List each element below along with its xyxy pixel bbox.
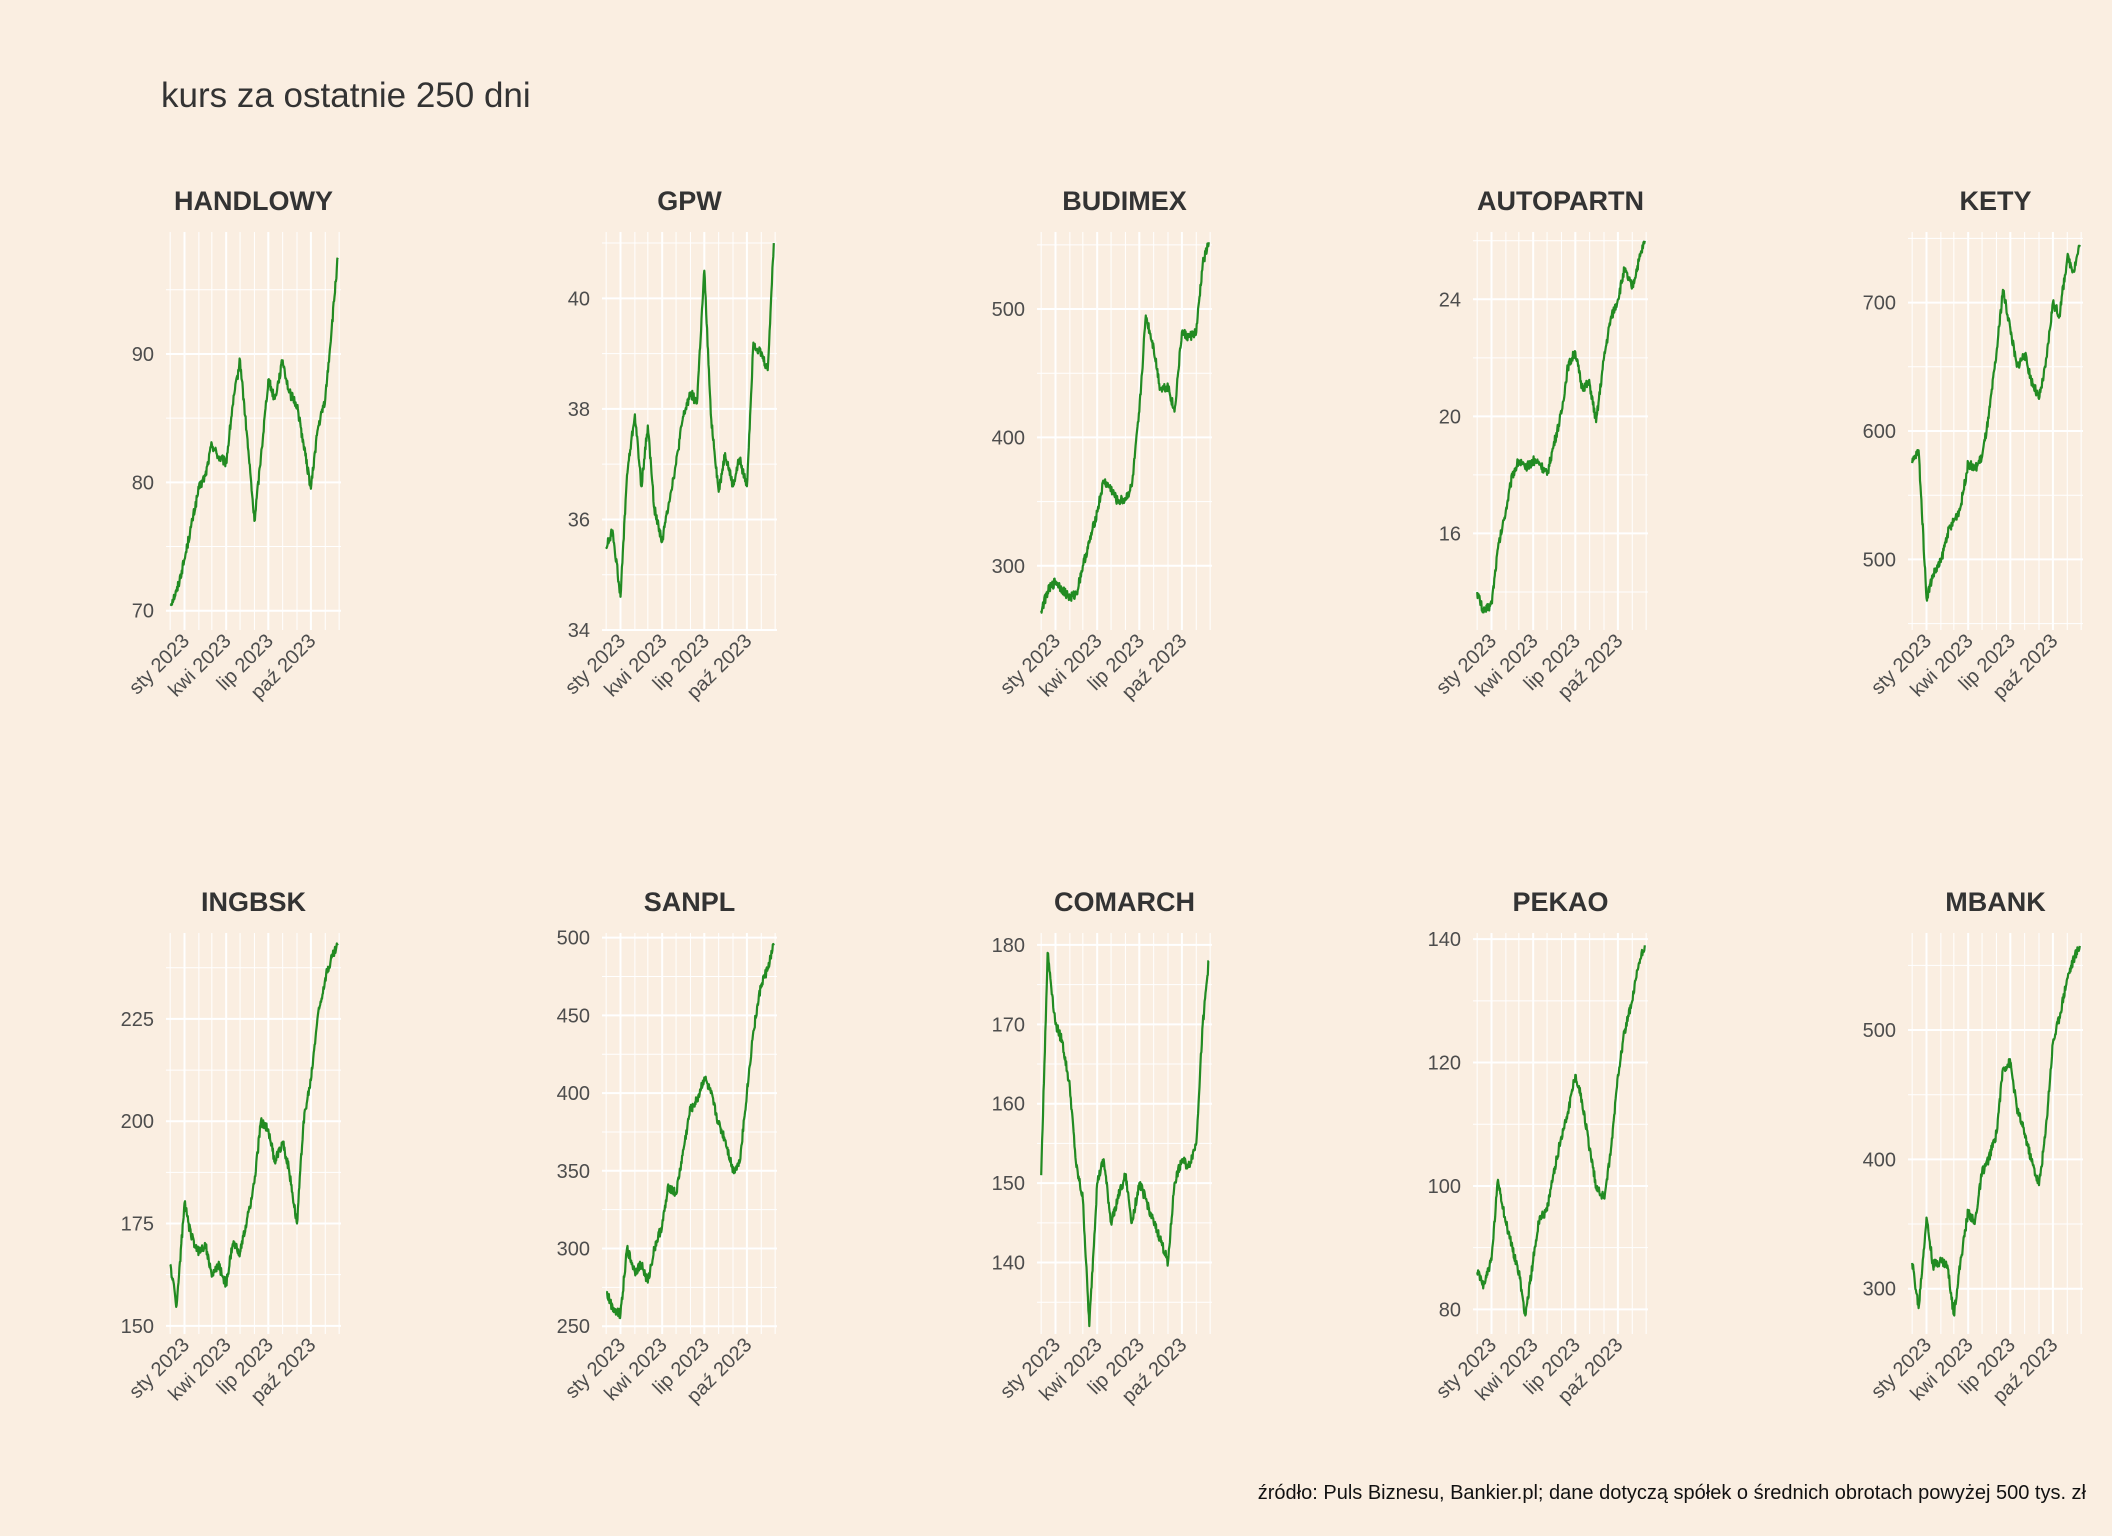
y-tick-label: 300: [557, 1239, 590, 1261]
series-line: [1476, 240, 1646, 614]
y-tick-label: 300: [992, 556, 1025, 578]
y-tick-label: 140: [1428, 929, 1461, 951]
y-tick-label: 24: [1439, 289, 1461, 311]
y-tick-label: 450: [557, 1005, 590, 1027]
y-tick-label: 90: [132, 344, 154, 366]
panel-title: KETY: [1959, 186, 2031, 216]
y-tick-label: 16: [1439, 523, 1461, 545]
series-line: [1040, 242, 1210, 614]
y-tick-label: 120: [1428, 1053, 1461, 1075]
y-tick-label: 500: [557, 928, 590, 950]
y-tick-label: 700: [1863, 293, 1896, 315]
panel-title: MBANK: [1945, 887, 2046, 917]
y-tick-label: 300: [1863, 1279, 1896, 1301]
panel-title: SANPL: [644, 887, 736, 917]
y-tick-label: 400: [557, 1083, 590, 1105]
series-line: [1911, 945, 2081, 1317]
y-tick-label: 20: [1439, 406, 1461, 428]
panel-title: PEKAO: [1512, 887, 1608, 917]
y-tick-label: 175: [121, 1214, 154, 1236]
y-tick-label: 150: [992, 1173, 1025, 1195]
y-tick-label: 180: [992, 935, 1025, 957]
panel-title: BUDIMEX: [1062, 186, 1187, 216]
series-line: [169, 942, 339, 1309]
y-tick-label: 200: [121, 1111, 154, 1133]
y-tick-label: 400: [1863, 1149, 1896, 1171]
y-tick-label: 36: [568, 509, 590, 531]
y-tick-label: 70: [132, 601, 154, 623]
y-tick-label: 500: [1863, 1020, 1896, 1042]
y-tick-label: 170: [992, 1014, 1025, 1036]
series-line: [605, 243, 775, 598]
y-tick-label: 100: [1428, 1176, 1461, 1198]
y-tick-label: 160: [992, 1094, 1025, 1116]
y-tick-label: 500: [992, 299, 1025, 321]
y-tick-label: 80: [132, 472, 154, 494]
y-tick-label: 500: [1863, 549, 1896, 571]
series-line: [1040, 951, 1210, 1328]
y-tick-label: 600: [1863, 421, 1896, 443]
series-line: [605, 942, 775, 1320]
y-tick-label: 150: [121, 1316, 154, 1338]
panel-title: GPW: [657, 186, 722, 216]
y-tick-label: 38: [568, 399, 590, 421]
series-line: [1476, 945, 1646, 1317]
y-tick-label: 140: [992, 1253, 1025, 1275]
y-tick-label: 250: [557, 1316, 590, 1338]
source-caption: źródło: Puls Biznesu, Bankier.pl; dane d…: [1257, 1482, 2086, 1504]
y-tick-label: 34: [568, 620, 590, 642]
panel-title: INGBSK: [201, 887, 307, 917]
page-title: kurs za ostatnie 250 dni: [161, 76, 531, 115]
y-tick-label: 400: [992, 427, 1025, 449]
series-line: [169, 257, 339, 607]
y-tick-label: 225: [121, 1009, 154, 1031]
panel-title: COMARCH: [1054, 887, 1195, 917]
panel-title: AUTOPARTN: [1477, 186, 1644, 216]
y-tick-label: 80: [1439, 1299, 1461, 1321]
panel-title: HANDLOWY: [174, 186, 333, 216]
y-tick-label: 40: [568, 288, 590, 310]
y-tick-label: 350: [557, 1161, 590, 1183]
series-line: [1911, 244, 2081, 602]
